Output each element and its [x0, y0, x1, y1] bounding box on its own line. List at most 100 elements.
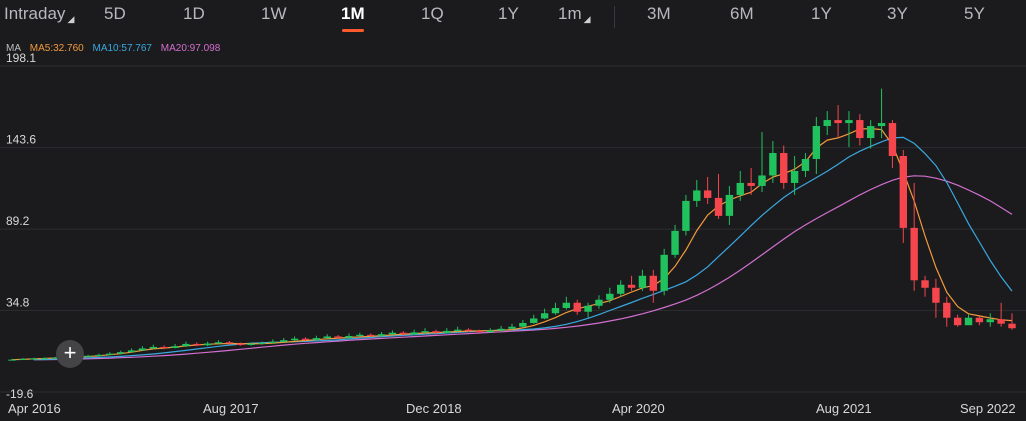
candle-body-3: [40, 358, 49, 360]
candle-body-79: [867, 126, 875, 139]
candle-body-15: [171, 346, 179, 348]
candle-body-91: [997, 319, 1005, 324]
timeframe-tabs: Intraday ◢ 5D 1D 1W 1M 1Q 1Y 1m ◢ 3M 6M 1Y 3Y 5Y: [0, 0, 1026, 32]
candle-body-14: [160, 346, 168, 348]
candle-body-45: [497, 328, 505, 331]
candle-body-46: [508, 326, 516, 329]
active-tab-underline: [342, 29, 364, 32]
tab-label: 1M: [341, 4, 365, 23]
candle-body-42: [464, 329, 473, 331]
tab-1y-6[interactable]: 1Y: [498, 4, 519, 24]
candle-body-59: [649, 275, 657, 291]
candle-body-12: [138, 348, 147, 351]
candle-body-21: [236, 343, 244, 345]
candle-body-62: [682, 200, 690, 231]
candle-body-86: [943, 302, 951, 318]
candle-body-78: [856, 120, 864, 139]
candle-body-36: [399, 332, 407, 335]
candle-body-52: [573, 302, 581, 312]
candle-body-40: [443, 330, 451, 333]
candle-body-16: [182, 343, 190, 347]
candle-body-68: [747, 182, 755, 186]
candle-body-61: [671, 230, 679, 255]
candle-body-69: [758, 175, 766, 186]
tab-1w-3[interactable]: 1W: [261, 4, 287, 24]
candle-body-29: [323, 336, 331, 339]
tab-3m-8[interactable]: 3M: [647, 4, 671, 24]
candle-body-88: [964, 317, 973, 326]
y-tick-label-3: 34.8: [6, 296, 30, 310]
tab-5d-1[interactable]: 5D: [104, 4, 126, 24]
candle-body-18: [203, 343, 212, 346]
ma-legend: MA MA5:32.760 MA10:57.767 MA20:97.098: [6, 43, 226, 54]
candle-body-27: [301, 338, 310, 340]
tab-label: 5D: [104, 4, 126, 23]
candle-body-74: [812, 126, 821, 159]
x-tick-label-1: Aug 2017: [203, 401, 259, 416]
tab-label: 6M: [730, 4, 754, 23]
candle-body-41: [453, 329, 462, 331]
tab-6m-9[interactable]: 6M: [730, 4, 754, 24]
candle-body-4: [51, 357, 60, 359]
tab-1y-10[interactable]: 1Y: [811, 4, 832, 24]
tab-1d-2[interactable]: 1D: [183, 4, 205, 24]
candle-body-80: [877, 123, 886, 127]
candle-body-67: [736, 182, 744, 195]
tab-5y-12[interactable]: 5Y: [964, 4, 985, 24]
tab-label: 1m: [558, 4, 582, 23]
candle-body-1: [19, 358, 27, 360]
candle-body-22: [247, 343, 255, 345]
ma10-line: [33, 136, 1013, 361]
candle-body-10: [117, 352, 125, 354]
tab-label: 1D: [183, 4, 205, 23]
candle-body-51: [562, 302, 571, 308]
tab-label: 3Y: [887, 4, 908, 23]
candle-body-85: [932, 287, 940, 303]
candle-body-66: [725, 194, 734, 216]
crosshair-icon[interactable]: +: [56, 340, 84, 368]
ma20-line: [33, 175, 1013, 361]
candle-body-58: [638, 275, 647, 288]
x-tick-label-5: Sep 2022: [960, 401, 1016, 416]
candle-body-19: [214, 342, 223, 344]
x-tick-label-0: Apr 2016: [8, 401, 61, 416]
tab-label: 1W: [261, 4, 287, 23]
candle-body-13: [149, 346, 157, 349]
tab-1q-5[interactable]: 1Q: [421, 4, 444, 24]
candle-body-70: [769, 153, 777, 176]
candle-body-82: [899, 155, 907, 228]
y-tick-label-0: 198.1: [6, 51, 36, 65]
candle-body-33: [367, 334, 375, 336]
candle-body-0: [8, 359, 16, 361]
candle-body-92: [1008, 323, 1016, 329]
candle-body-50: [551, 307, 560, 314]
y-tick-label-1: 143.6: [6, 133, 36, 147]
caret-down-icon: ◢: [67, 14, 75, 24]
candle-body-38: [421, 331, 429, 333]
x-tick-label-2: Dec 2018: [406, 401, 462, 416]
candle-body-73: [801, 158, 810, 171]
candle-body-2: [30, 358, 38, 360]
candle-body-11: [127, 350, 136, 353]
candle-body-9: [106, 353, 114, 355]
tab-1m-7[interactable]: 1m ◢: [558, 4, 591, 24]
candle-body-43: [475, 330, 484, 333]
ma10-legend: MA10:57.767: [92, 43, 153, 54]
candle-body-44: [486, 330, 494, 333]
candle-body-32: [356, 334, 364, 336]
candle-body-35: [388, 332, 397, 335]
candle-body-71: [780, 153, 788, 183]
candle-body-48: [530, 318, 538, 323]
tab-intraday-0[interactable]: Intraday ◢: [4, 4, 74, 24]
tab-label: 3M: [647, 4, 671, 23]
candle-body-75: [823, 120, 831, 127]
candle-body-63: [693, 190, 701, 201]
x-tick-label-4: Aug 2021: [816, 401, 872, 416]
candle-body-23: [258, 342, 266, 344]
candle-body-34: [377, 334, 386, 336]
tab-1m-4[interactable]: 1M: [341, 4, 365, 24]
candle-body-76: [834, 120, 842, 124]
candle-body-72: [790, 170, 799, 183]
tab-3y-11[interactable]: 3Y: [887, 4, 908, 24]
